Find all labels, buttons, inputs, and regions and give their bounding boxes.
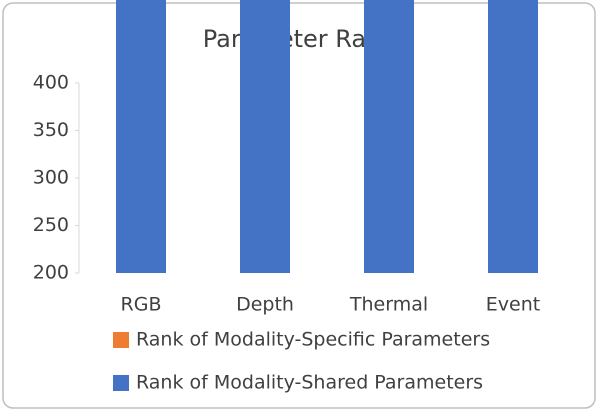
legend-swatch — [113, 332, 129, 348]
y-tick-label: 350 — [33, 119, 69, 141]
bar-segment — [240, 0, 290, 273]
x-tick-label: RGB — [121, 294, 162, 316]
y-tick-label: 400 — [33, 72, 69, 94]
x-tick-label: Thermal — [349, 294, 428, 316]
x-tick-label: Event — [486, 294, 540, 316]
legend-swatch — [113, 375, 129, 391]
legend-label: Rank of Modality-Shared Parameters — [136, 372, 483, 394]
x-tick-label: Depth — [236, 294, 294, 316]
bar-segment — [116, 0, 166, 273]
y-tick-label: 200 — [33, 262, 69, 284]
chart-title: Parameter Rank — [203, 25, 396, 53]
y-tick-label: 300 — [33, 167, 69, 189]
legend-label: Rank of Modality-Specific Parameters — [136, 329, 490, 351]
y-tick-label: 250 — [33, 214, 69, 236]
bar-segment — [488, 0, 538, 274]
bar-segment — [364, 0, 414, 274]
